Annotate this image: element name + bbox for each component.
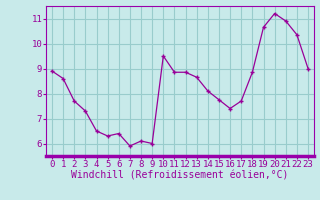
X-axis label: Windchill (Refroidissement éolien,°C): Windchill (Refroidissement éolien,°C) <box>71 171 289 181</box>
